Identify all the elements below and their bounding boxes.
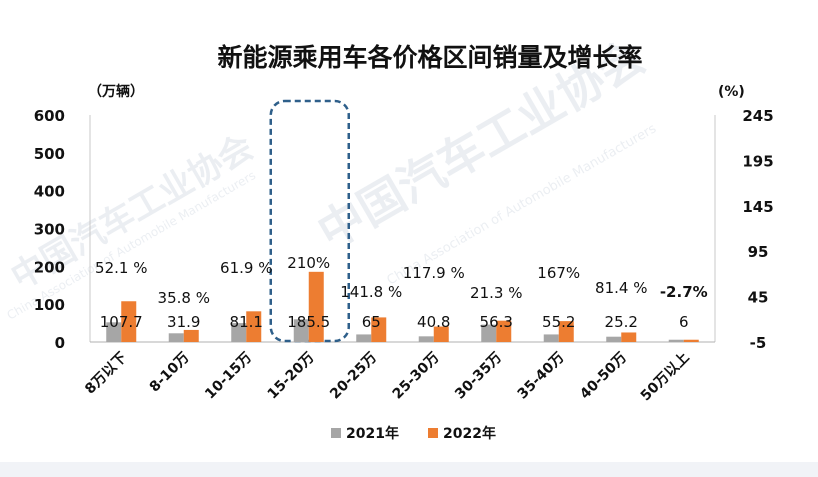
value-label: 56.3 <box>480 313 513 331</box>
x-tick-label: 8万以下 <box>82 350 130 398</box>
value-label: 31.9 <box>167 313 200 331</box>
x-tick-label: 25-30万 <box>390 350 443 403</box>
y-left-tick-label: 300 <box>34 221 65 239</box>
legend-label-2021: 2021年 <box>346 425 399 442</box>
legend-label-2022: 2022年 <box>443 425 496 442</box>
x-tick-label: 35-40万 <box>515 350 568 403</box>
value-label: 81.1 <box>230 313 263 331</box>
bar-2021 <box>106 322 122 342</box>
growth-label: -2.7% <box>660 283 708 301</box>
x-tick-label: 15-20万 <box>265 350 318 403</box>
bar-2021 <box>168 333 184 342</box>
y-right-tick-label: 145 <box>742 198 773 216</box>
y-right-tick-label: 245 <box>742 107 773 125</box>
value-label: 185.5 <box>287 313 330 331</box>
bar-2021 <box>293 319 309 342</box>
y-right-tick-label: 195 <box>742 152 773 170</box>
x-tick-label: 8-10万 <box>147 350 193 396</box>
legend-swatch-2022 <box>428 428 438 438</box>
growth-label: 81.4 % <box>595 279 647 297</box>
value-label: 25.2 <box>605 313 638 331</box>
bars <box>106 271 699 342</box>
y-right-tick-label: -5 <box>750 334 767 352</box>
growth-label: 117.9 % <box>403 264 465 282</box>
bar-2021 <box>606 336 622 342</box>
growth-label: 21.3 % <box>470 284 522 302</box>
bar-2022 <box>121 301 137 342</box>
bar-2022 <box>496 320 512 342</box>
growth-label: 35.8 % <box>158 289 210 307</box>
bar-2022 <box>433 326 449 342</box>
bar-2022 <box>308 271 324 342</box>
x-tick-label: 20-25万 <box>327 350 380 403</box>
growth-label: 141.8 % <box>340 283 402 301</box>
growth-label: 167% <box>537 264 580 282</box>
y-left-tick-label: 0 <box>55 334 65 352</box>
y-left-tick-label: 200 <box>34 258 65 276</box>
x-tick-label: 30-35万 <box>452 350 505 403</box>
y-left-tick-label: 600 <box>34 107 65 125</box>
bar-2022 <box>183 329 199 342</box>
bar-2021 <box>543 334 559 342</box>
legend: 2021年 2022年 <box>331 425 496 442</box>
bar-2021 <box>418 336 434 342</box>
x-tick-label: 50万以上 <box>638 350 693 405</box>
value-label: 107.7 <box>100 313 143 331</box>
y-left-tick-label: 100 <box>34 296 65 314</box>
value-label: 40.8 <box>417 313 450 331</box>
y-right-tick-label: 95 <box>748 243 769 261</box>
bar-2021 <box>356 334 372 342</box>
value-label: 55.2 <box>542 313 575 331</box>
bar-2022 <box>558 321 574 342</box>
footer-band <box>0 462 818 477</box>
x-tick-label: 10-15万 <box>202 350 255 403</box>
bar-2022 <box>683 339 699 342</box>
x-tick-label: 40-50万 <box>577 350 630 403</box>
y-left-tick-label: 400 <box>34 183 65 201</box>
legend-swatch-2021 <box>331 428 341 438</box>
bar-2021 <box>668 339 684 342</box>
growth-label: 52.1 % <box>95 259 147 277</box>
bar-2022 <box>621 332 637 342</box>
y-axis-left-unit: （万辆） <box>88 83 144 100</box>
value-label: 65 <box>362 313 381 331</box>
growth-label: 61.9 % <box>220 259 272 277</box>
growth-label: 210% <box>287 254 330 272</box>
chart-title: 新能源乘用车各价格区间销量及增长率 <box>217 43 642 72</box>
bar-2021 <box>481 324 497 342</box>
y-right-tick-label: 45 <box>748 289 769 307</box>
value-label: 6 <box>679 313 689 331</box>
y-left-tick-label: 500 <box>34 145 65 163</box>
y-axis-right-unit: (%) <box>718 84 745 100</box>
bar-2022 <box>246 311 262 342</box>
bar-2021 <box>231 323 247 342</box>
bar-2022 <box>371 317 387 342</box>
